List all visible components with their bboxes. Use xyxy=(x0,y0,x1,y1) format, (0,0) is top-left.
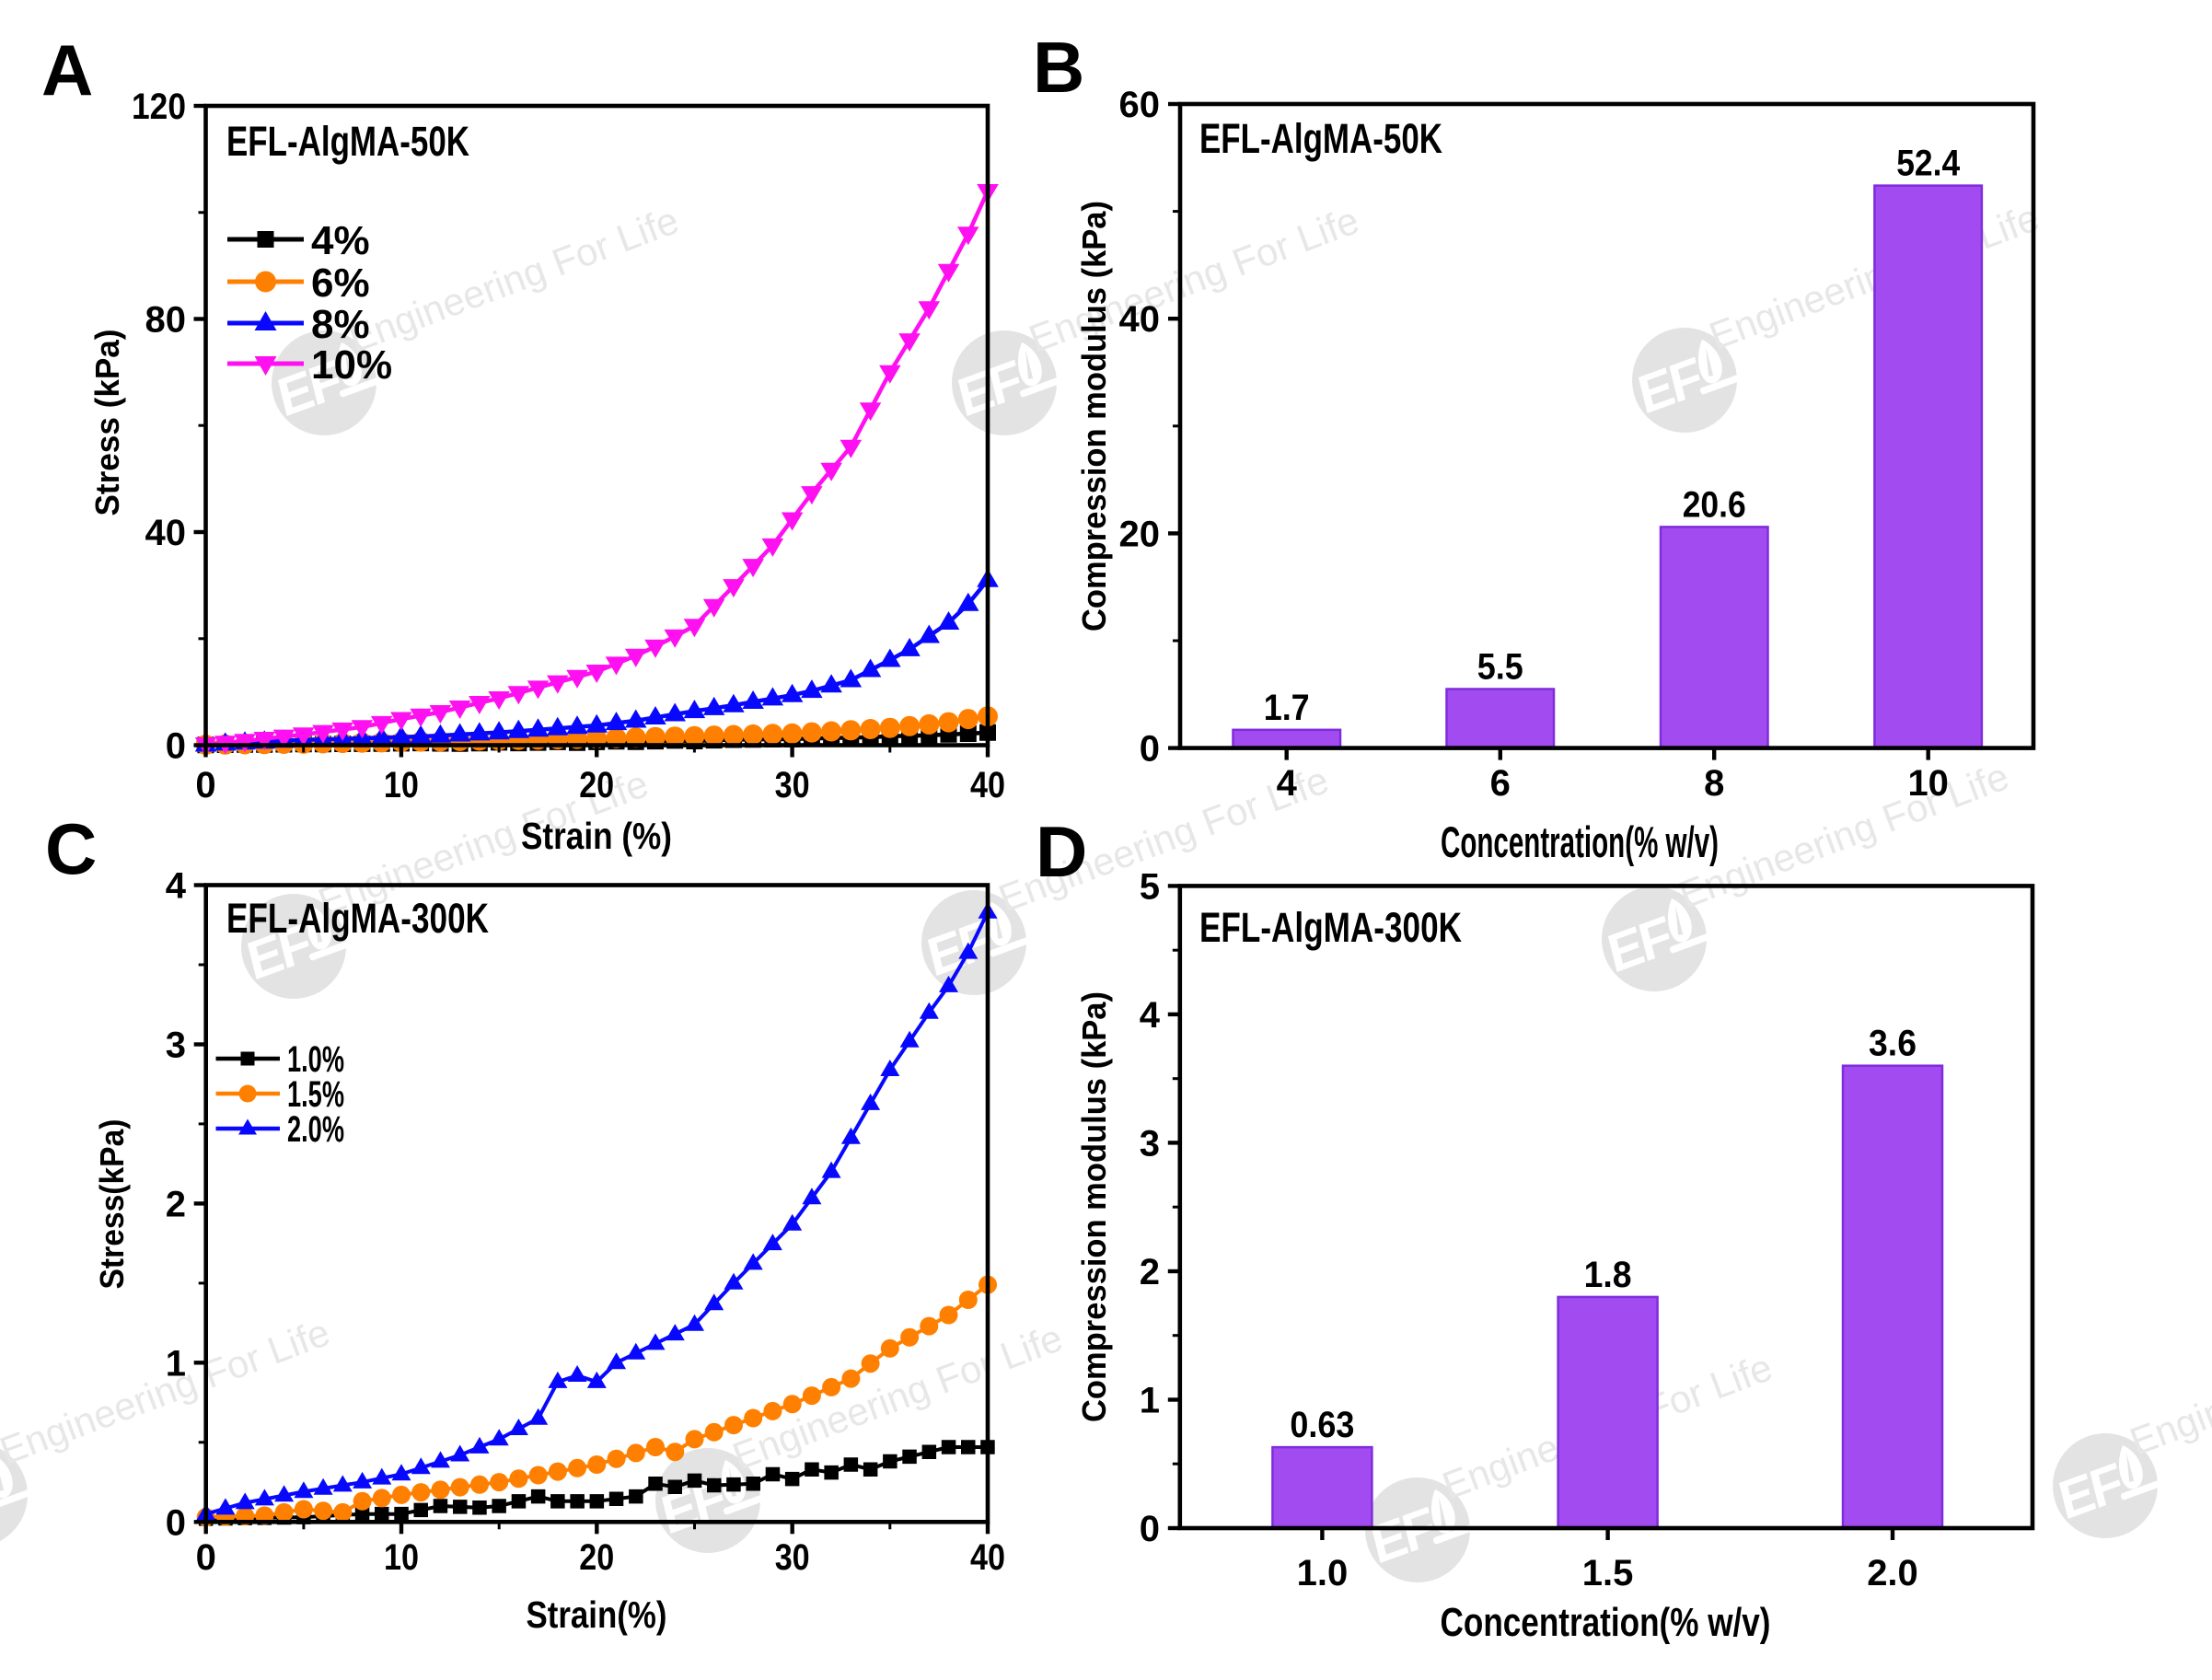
svg-text:Stress(kPa): Stress(kPa) xyxy=(93,1119,131,1290)
svg-text:3: 3 xyxy=(166,1025,186,1066)
svg-text:1.5%: 1.5% xyxy=(287,1074,344,1115)
svg-text:8%: 8% xyxy=(311,302,370,347)
svg-text:1.0%: 1.0% xyxy=(287,1039,344,1080)
svg-text:40: 40 xyxy=(970,1537,1005,1578)
svg-text:Compression modulus (kPa): Compression modulus (kPa) xyxy=(1075,201,1113,631)
svg-text:5: 5 xyxy=(1140,866,1160,907)
svg-text:6: 6 xyxy=(1490,763,1511,804)
svg-text:4: 4 xyxy=(166,866,187,907)
svg-text:0: 0 xyxy=(1140,729,1160,770)
svg-text:0: 0 xyxy=(166,1502,186,1543)
svg-text:10: 10 xyxy=(1907,763,1949,804)
svg-text:EFL-AlgMA-50K: EFL-AlgMA-50K xyxy=(1199,115,1442,162)
svg-text:Compression modulus (kPa): Compression modulus (kPa) xyxy=(1075,991,1113,1422)
svg-text:EFL-AlgMA-50K: EFL-AlgMA-50K xyxy=(226,118,469,165)
svg-text:20: 20 xyxy=(579,1537,614,1578)
svg-text:A: A xyxy=(41,29,93,110)
svg-text:80: 80 xyxy=(145,300,187,341)
svg-text:0: 0 xyxy=(196,1537,216,1578)
svg-text:1.7: 1.7 xyxy=(1264,688,1310,728)
svg-text:0: 0 xyxy=(1140,1509,1160,1549)
svg-text:1: 1 xyxy=(166,1343,186,1384)
svg-text:0: 0 xyxy=(195,765,215,805)
svg-text:EFL-AlgMA-300K: EFL-AlgMA-300K xyxy=(226,895,489,942)
svg-text:2: 2 xyxy=(166,1184,186,1224)
svg-text:8: 8 xyxy=(1704,763,1724,804)
svg-text:C: C xyxy=(45,808,97,889)
svg-text:30: 30 xyxy=(775,765,810,805)
svg-text:2.0%: 2.0% xyxy=(287,1109,344,1150)
svg-text:Concentration(% w/v): Concentration(% w/v) xyxy=(1441,1600,1771,1645)
svg-text:1: 1 xyxy=(1140,1381,1160,1421)
svg-text:3.6: 3.6 xyxy=(1869,1024,1917,1064)
svg-text:D: D xyxy=(1036,811,1087,892)
svg-text:4: 4 xyxy=(1140,995,1161,1036)
svg-text:4: 4 xyxy=(1277,763,1298,804)
svg-text:Strain (%): Strain (%) xyxy=(521,815,672,857)
svg-text:40: 40 xyxy=(145,513,187,553)
svg-text:1.8: 1.8 xyxy=(1584,1255,1632,1295)
svg-text:B: B xyxy=(1033,27,1084,108)
svg-text:Strain(%): Strain(%) xyxy=(527,1593,667,1636)
svg-text:6%: 6% xyxy=(311,261,370,306)
svg-text:2: 2 xyxy=(1140,1252,1160,1292)
svg-text:10: 10 xyxy=(384,1537,419,1578)
svg-text:60: 60 xyxy=(1119,85,1161,125)
svg-text:20: 20 xyxy=(579,765,614,805)
svg-text:3: 3 xyxy=(1140,1123,1160,1164)
svg-text:0: 0 xyxy=(166,726,186,767)
svg-text:0.63: 0.63 xyxy=(1290,1405,1354,1445)
svg-text:40: 40 xyxy=(1119,299,1161,340)
svg-text:20.6: 20.6 xyxy=(1683,484,1746,525)
svg-text:4%: 4% xyxy=(311,218,370,263)
svg-text:EFL-AlgMA-300K: EFL-AlgMA-300K xyxy=(1199,904,1462,951)
svg-text:1.5: 1.5 xyxy=(1582,1553,1634,1593)
svg-text:Concentration(% w/v): Concentration(% w/v) xyxy=(1441,817,1719,866)
svg-text:52.4: 52.4 xyxy=(1896,144,1961,184)
svg-text:30: 30 xyxy=(775,1537,810,1578)
svg-text:Stress (kPa): Stress (kPa) xyxy=(88,330,126,516)
svg-text:20: 20 xyxy=(1119,514,1161,554)
svg-text:10%: 10% xyxy=(311,342,392,388)
svg-text:1.0: 1.0 xyxy=(1297,1553,1349,1593)
svg-text:2.0: 2.0 xyxy=(1867,1553,1918,1593)
svg-text:40: 40 xyxy=(970,765,1005,805)
svg-text:120: 120 xyxy=(132,87,186,127)
svg-text:5.5: 5.5 xyxy=(1477,647,1523,688)
svg-text:10: 10 xyxy=(384,765,419,805)
